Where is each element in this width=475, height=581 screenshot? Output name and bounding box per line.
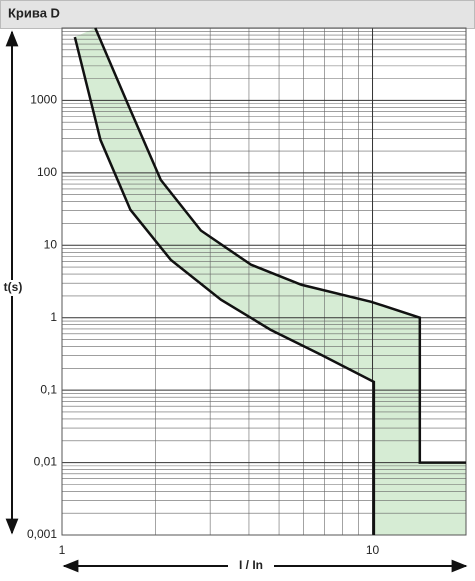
y-tick-label: 0,01	[34, 455, 58, 469]
x-tick-label: 1	[59, 543, 66, 557]
header-bar	[0, 0, 475, 29]
y-axis-label: t(s)	[4, 280, 23, 294]
y-tick-label: 100	[37, 165, 57, 179]
ylabel-bg	[2, 280, 24, 296]
y-tick-label: 1000	[30, 93, 57, 107]
y-tick-label: 1	[50, 310, 57, 324]
y-tick-label: 10	[44, 237, 58, 251]
chart-title: Крива D	[8, 5, 60, 20]
plot-frame	[61, 27, 467, 536]
curve	[73, 36, 376, 535]
x-axis-label: I / In	[239, 558, 263, 572]
curve	[94, 27, 466, 464]
y-tick-label: 0,1	[40, 382, 57, 396]
xlabel-bg	[228, 558, 274, 574]
band-fill	[74, 28, 466, 535]
x-tick-label: 10	[366, 543, 380, 557]
y-tick-label: 0,001	[27, 527, 57, 541]
